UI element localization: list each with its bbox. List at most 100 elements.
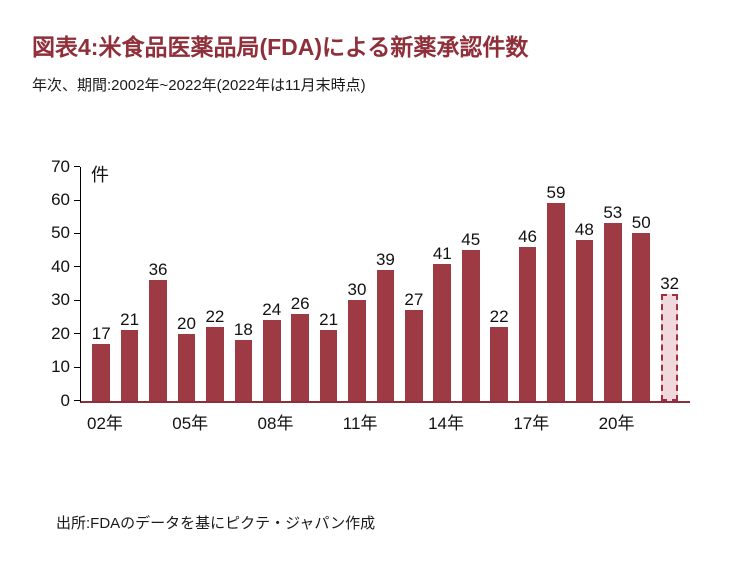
bar-slot: 22 [201, 167, 229, 401]
y-tick-label: 30 [51, 290, 70, 310]
bar-value-label: 24 [262, 300, 282, 320]
bar [262, 320, 281, 401]
bar [319, 330, 338, 401]
bar-value-label: 32 [660, 273, 680, 293]
x-tick-label [485, 409, 513, 434]
bar [92, 343, 111, 401]
bar-partial-year [660, 293, 679, 401]
bar-value-label: 27 [404, 290, 424, 310]
bar [632, 233, 651, 401]
bar-value-label: 45 [461, 230, 481, 250]
figure-subtitle: 年次、期間:2002年~2022年(2022年は11月末時点) [32, 76, 366, 94]
bar-value-label: 18 [233, 320, 253, 340]
bar-slot: 59 [542, 167, 570, 401]
bar-slot: 39 [371, 167, 399, 401]
x-tick-label: 14年 [428, 413, 464, 433]
bar-value-label: 30 [347, 280, 367, 300]
x-tick-label [371, 409, 399, 434]
x-tick-label [627, 409, 655, 434]
x-axis: 02年 05年 08年 11年 14年 17年 20年 [81, 409, 690, 434]
bar-slot: 41 [428, 167, 456, 401]
source-note: 出所:FDAのデータを基にピクテ・ジャパン作成 [56, 514, 376, 532]
x-tick-label [542, 409, 570, 434]
bar [234, 340, 253, 401]
figure-title: 図表4:米食品医薬品局(FDA)による新薬承認件数 [32, 34, 529, 60]
x-tick-label [456, 409, 484, 434]
x-tick-label [229, 409, 257, 434]
y-tick-label: 10 [51, 357, 70, 377]
bar-value-label: 41 [432, 243, 452, 263]
y-tick-label: 70 [51, 156, 70, 176]
bar-value-label: 53 [603, 203, 623, 223]
bar-slot: 27 [400, 167, 428, 401]
y-axis-unit-label: 件 [91, 164, 109, 185]
y-axis: 0 10 20 30 40 50 60 70 [30, 157, 80, 409]
bar-chart: 0 10 20 30 40 50 60 70 件 17 21 36 20 22 18 24 26 21 30 39… [30, 157, 690, 434]
x-tick-label: 17年 [513, 413, 550, 433]
bar-value-label: 17 [91, 323, 111, 343]
x-tick-label [570, 409, 598, 434]
x-tick-label: 11年 [342, 413, 378, 433]
x-tick-label [201, 409, 229, 434]
bar [376, 270, 395, 401]
x-tick-label: 08年 [257, 413, 294, 433]
bar-value-label: 50 [631, 213, 651, 233]
bar [177, 333, 196, 401]
y-tick-label: 20 [51, 323, 70, 343]
bar-slot: 45 [456, 167, 484, 401]
bar [547, 203, 565, 401]
bar-value-label: 22 [205, 307, 225, 327]
y-tick-mark [74, 299, 80, 301]
y-tick-label: 60 [51, 190, 70, 210]
y-tick-mark [74, 199, 80, 201]
bar-value-label: 26 [290, 293, 310, 313]
plot-area: 件 17 21 36 20 22 18 24 26 21 30 39 27 41 45 22 46 59 48 53… [80, 165, 690, 403]
bar [518, 246, 537, 401]
bar-slot: 22 [485, 167, 513, 401]
x-tick-label [400, 409, 428, 434]
bar [461, 250, 480, 401]
bar [433, 263, 452, 401]
x-tick-label: 05年 [172, 413, 209, 433]
x-tick-label [314, 409, 342, 434]
bar-value-label: 59 [546, 183, 566, 203]
y-tick-mark [74, 400, 80, 402]
bar-slot: 21 [115, 167, 143, 401]
bar [149, 280, 167, 401]
y-tick-label: 40 [51, 256, 70, 276]
x-tick-label [286, 409, 314, 434]
bar [291, 313, 309, 401]
bar-value-label: 21 [120, 310, 140, 330]
bar-slot: 36 [144, 167, 172, 401]
bar [405, 310, 423, 401]
y-tick-mark [74, 333, 80, 335]
bar [206, 327, 224, 401]
plot-wrap: 件 17 21 36 20 22 18 24 26 21 30 39 27 41 45 22 46 59 48 53… [80, 165, 690, 434]
bar-slot: 50 [627, 167, 655, 401]
bar-slot: 26 [286, 167, 314, 401]
bar-slot: 24 [258, 167, 286, 401]
bar [575, 240, 594, 401]
x-tick-label: 02年 [87, 413, 123, 433]
x-tick-label [655, 409, 683, 434]
bar-slot: 46 [513, 167, 541, 401]
bar-value-label: 22 [489, 307, 509, 327]
bar-value-label: 46 [518, 226, 537, 246]
x-tick-label [144, 409, 172, 434]
bar-slot: 30 [343, 167, 371, 401]
bar [604, 223, 622, 401]
bar-value-label: 20 [177, 313, 196, 333]
bar-slot: 18 [229, 167, 257, 401]
bar-slot: 17 [87, 167, 115, 401]
bar-value-label: 21 [319, 310, 339, 330]
bar-slot: 32 [655, 167, 683, 401]
y-tick-mark [74, 232, 80, 234]
bar-value-label: 36 [148, 260, 168, 280]
bar [490, 327, 508, 401]
bar-slot: 21 [314, 167, 342, 401]
y-tick-label: 0 [60, 390, 70, 410]
bar [120, 330, 139, 401]
y-tick-label: 50 [51, 223, 70, 243]
bar-slot: 48 [570, 167, 598, 401]
